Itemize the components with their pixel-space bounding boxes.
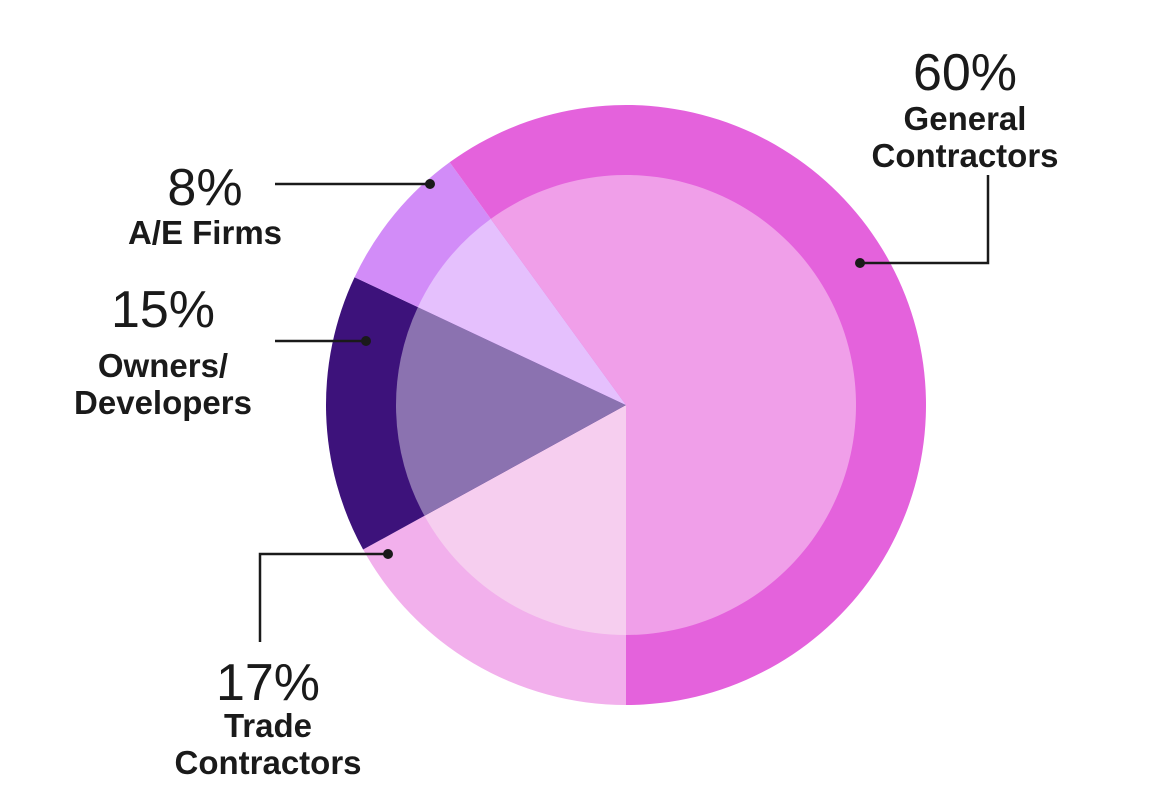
leader-dot (855, 258, 865, 268)
leader-line (258, 552, 388, 642)
slice-inner (490, 174, 856, 635)
slice-inner (395, 307, 626, 516)
value-label: 60% (912, 44, 1018, 102)
category-label: Owners/ Developers (74, 347, 252, 421)
slice-inner (417, 218, 626, 405)
value-label: 8% (167, 159, 243, 217)
slice-inner (424, 405, 626, 635)
leaders (258, 175, 990, 642)
category-label: General Contractors (871, 100, 1059, 174)
leader-dot (361, 336, 371, 346)
category-label: A/E Firms (127, 214, 283, 251)
value-label: 17% (215, 654, 321, 712)
leader-dot (425, 179, 435, 189)
category-label: Trade Contractors (174, 707, 362, 781)
value-label: 15% (110, 281, 216, 339)
leader-line (860, 175, 990, 265)
leader-dot (383, 549, 393, 559)
